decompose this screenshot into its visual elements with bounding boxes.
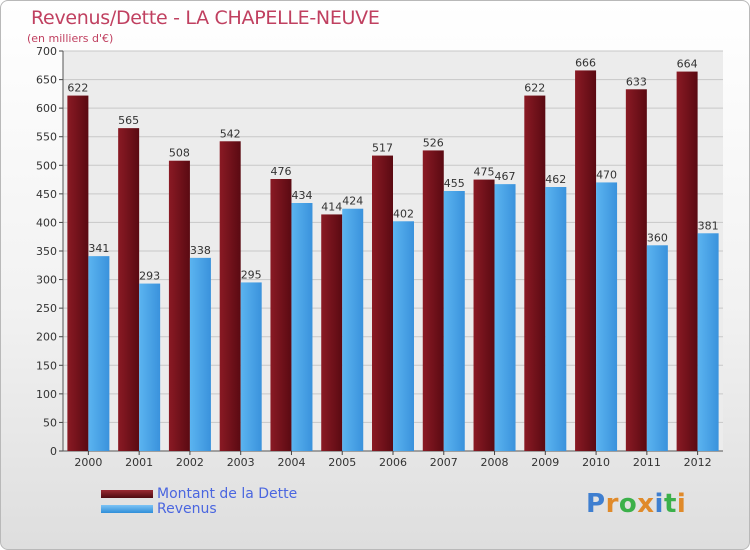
data-label: 293 xyxy=(139,270,160,283)
data-label: 664 xyxy=(677,58,698,71)
logo-letter: i xyxy=(654,489,664,519)
logo-letter: r xyxy=(605,489,619,519)
data-label: 666 xyxy=(575,56,596,69)
bar-revenus xyxy=(393,221,414,451)
logo-letter: i xyxy=(676,489,687,519)
legend-swatch-dette xyxy=(101,490,153,498)
legend-label-dette: Montant de la Dette xyxy=(157,486,298,502)
x-tick-label: 2011 xyxy=(633,456,661,469)
y-tick-label: 650 xyxy=(36,74,57,87)
y-tick-label: 150 xyxy=(36,359,57,372)
data-label: 360 xyxy=(647,231,668,244)
bar-dette xyxy=(422,150,444,451)
x-tick-label: 2010 xyxy=(582,456,610,469)
bar-dette xyxy=(575,70,597,451)
data-label: 508 xyxy=(169,147,190,160)
data-label: 462 xyxy=(545,173,566,186)
bar-dette xyxy=(524,95,546,452)
bar-dette xyxy=(67,95,89,452)
y-tick-label: 350 xyxy=(36,245,57,258)
y-tick-label: 200 xyxy=(36,331,57,344)
y-tick-label: 50 xyxy=(43,416,57,429)
data-label: 475 xyxy=(474,166,495,179)
data-label: 622 xyxy=(67,82,88,95)
bar-dette xyxy=(321,214,343,451)
chart-title: Revenus/Dette - LA CHAPELLE-NEUVE xyxy=(31,7,380,29)
x-tick-label: 2005 xyxy=(328,456,356,469)
x-tick-label: 2004 xyxy=(277,456,305,469)
x-tick-label: 2001 xyxy=(125,456,153,469)
bar-revenus xyxy=(443,191,465,451)
data-label: 455 xyxy=(444,177,465,190)
bar-dette xyxy=(270,179,292,451)
x-tick-label: 2007 xyxy=(430,456,458,469)
data-label: 424 xyxy=(342,195,363,208)
bar-dette xyxy=(168,160,190,451)
data-label: 338 xyxy=(190,244,211,257)
x-tick-label: 2012 xyxy=(684,456,712,469)
bar-dette xyxy=(473,179,495,452)
data-label: 414 xyxy=(321,200,342,213)
y-tick-label: 600 xyxy=(36,102,57,115)
bar-dette xyxy=(118,128,140,451)
x-tick-label: 2002 xyxy=(176,456,204,469)
y-tick-label: 100 xyxy=(36,388,57,401)
y-tick-label: 300 xyxy=(36,274,57,287)
y-tick-label: 0 xyxy=(50,445,57,458)
bar-revenus xyxy=(545,187,567,451)
proxiti-logo: Proxiti xyxy=(586,489,686,519)
data-label: 295 xyxy=(241,268,262,281)
logo-letter: x xyxy=(637,489,655,519)
bar-dette xyxy=(219,141,241,452)
data-label: 470 xyxy=(596,168,617,181)
data-label: 467 xyxy=(495,170,516,183)
bar-dette xyxy=(625,89,647,452)
data-label: 341 xyxy=(88,242,109,255)
logo-letter: P xyxy=(586,489,606,519)
data-label: 622 xyxy=(524,82,545,95)
y-tick-label: 250 xyxy=(36,302,57,315)
bar-revenus xyxy=(697,233,719,451)
bar-revenus xyxy=(139,283,161,451)
y-tick-label: 500 xyxy=(36,159,57,172)
data-label: 517 xyxy=(372,142,393,155)
data-label: 526 xyxy=(423,136,444,149)
y-tick-label: 450 xyxy=(36,188,57,201)
data-label: 402 xyxy=(393,207,414,220)
y-tick-label: 700 xyxy=(36,45,57,58)
data-label: 381 xyxy=(698,219,719,232)
bar-revenus xyxy=(596,182,618,451)
data-label: 542 xyxy=(220,127,241,140)
bar-revenus xyxy=(646,245,668,451)
data-label: 565 xyxy=(118,114,139,127)
x-tick-label: 2006 xyxy=(379,456,407,469)
x-tick-label: 2003 xyxy=(227,456,255,469)
y-tick-label: 550 xyxy=(36,131,57,144)
bar-revenus xyxy=(88,256,110,451)
data-label: 476 xyxy=(270,165,291,178)
bar-revenus xyxy=(342,208,364,451)
chart-subtitle: (en milliers d'€) xyxy=(27,32,114,45)
x-tick-label: 2008 xyxy=(481,456,509,469)
y-tick-label: 400 xyxy=(36,216,57,229)
bar-dette xyxy=(676,71,698,452)
data-label: 434 xyxy=(291,189,312,202)
logo-letter: o xyxy=(618,489,638,519)
logo-letter: t xyxy=(663,489,677,519)
bar-revenus xyxy=(240,282,262,451)
bar-dette xyxy=(372,155,393,452)
bar-revenus xyxy=(189,257,211,451)
legend-label-revenus: Revenus xyxy=(157,501,217,517)
legend-swatch-revenus xyxy=(101,505,153,513)
x-tick-label: 2000 xyxy=(74,456,102,469)
bar-revenus xyxy=(291,203,313,451)
bar-revenus xyxy=(494,184,516,451)
data-label: 633 xyxy=(626,75,647,88)
bar-chart: 0 50 100 150 200 250 300 350 400 450 500 550 600 650 7… xyxy=(36,45,723,469)
x-tick-label: 2009 xyxy=(531,456,559,469)
